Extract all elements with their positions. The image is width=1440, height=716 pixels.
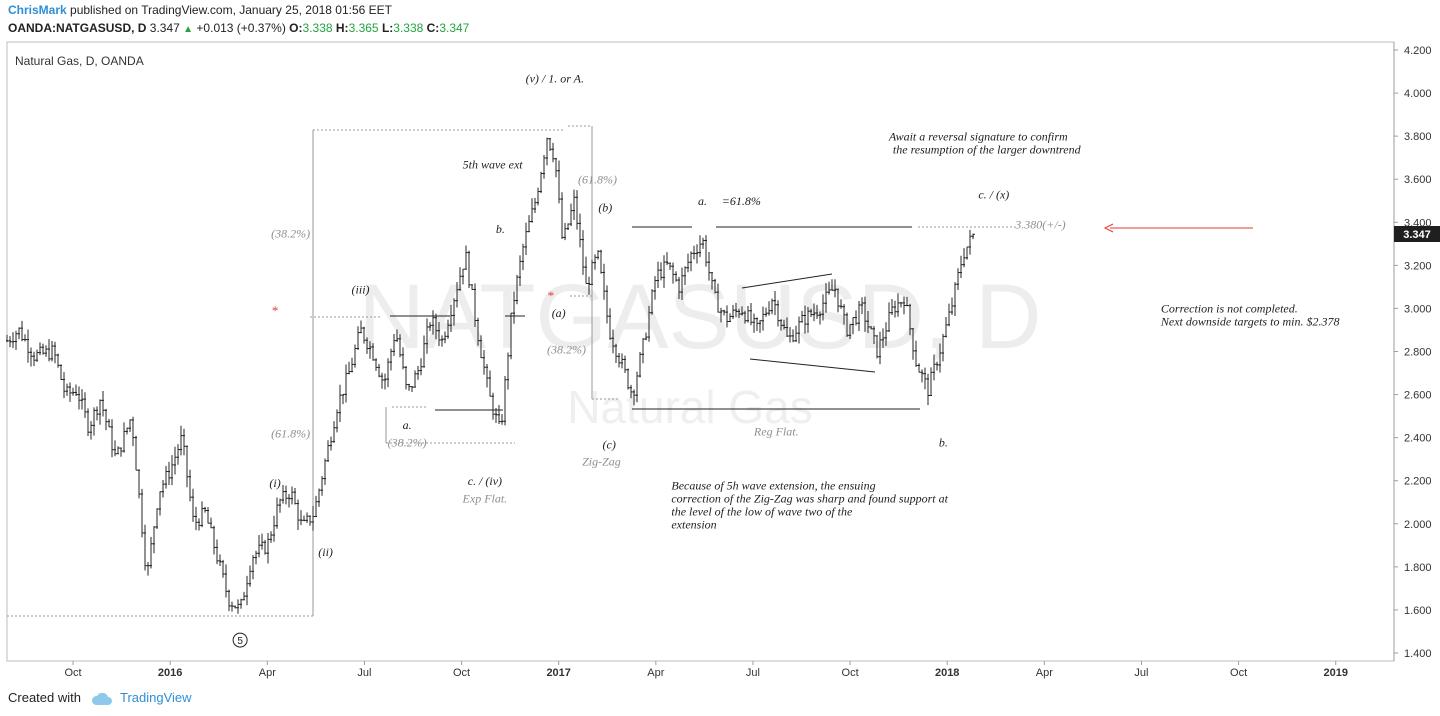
wave-5-label: 5 (237, 636, 243, 647)
y-tick-label: 3.000 (1404, 303, 1432, 315)
publish-text: published on TradingView.com, January 25… (66, 3, 393, 17)
high-value: 3.365 (348, 21, 379, 35)
x-tick-label: Apr (1036, 667, 1053, 679)
note-text: Await a reversal signature to confirm the… (888, 129, 1082, 156)
wave-annotation: 5th wave ext (463, 157, 524, 171)
wave-annotation: (v) / 1. or A. (526, 71, 584, 85)
wave-annotation: =61.8% (722, 194, 761, 208)
wave-annotation: (61.8%) (271, 427, 310, 441)
x-tick-label: Oct (1230, 667, 1247, 679)
x-tick-label: 2017 (546, 667, 570, 679)
wave-annotation: (ii) (318, 545, 333, 559)
wave-annotation: (iii) (352, 282, 370, 296)
y-tick-label: 2.200 (1404, 476, 1432, 488)
watermark-name: Natural Gas (567, 381, 812, 433)
y-tick-label: 2.800 (1404, 347, 1432, 359)
x-tick-label: Jul (357, 667, 371, 679)
x-tick-label: 2016 (158, 667, 182, 679)
created-with-text: Created with (8, 690, 81, 705)
y-tick-label: 3.200 (1404, 260, 1432, 272)
high-label: H: (335, 21, 349, 35)
triangle-upper (741, 273, 833, 289)
wave-annotation: a. (403, 418, 412, 432)
wave-annotation: (a) (552, 306, 566, 320)
wave-annotation: (38.2%) (388, 435, 427, 449)
current-price-tag: 3.347 (1394, 226, 1440, 242)
wave-5-circle (232, 632, 248, 648)
wave-annotation: c. / (x) (978, 188, 1009, 202)
note-text: Correction is not completed. Next downsid… (1160, 302, 1340, 329)
chart-title: Natural Gas, D, OANDA (15, 54, 144, 68)
wave-annotation: b. (939, 435, 948, 449)
y-tick-label: 2.000 (1404, 519, 1432, 531)
y-tick-label: 1.800 (1404, 562, 1432, 574)
y-tick-label: 2.600 (1404, 390, 1432, 402)
x-tick-label: 2018 (935, 667, 959, 679)
wave-annotation: 3.380(+/-) (1014, 218, 1065, 232)
author-link[interactable]: ChrisMark (8, 3, 67, 17)
y-tick-label: 3.800 (1404, 131, 1432, 143)
wave-annotation: c. / (iv) (468, 474, 502, 488)
x-tick-label: Oct (453, 667, 470, 679)
wave-annotation: * (272, 303, 279, 318)
x-tick-label: Apr (259, 667, 276, 679)
wave-annotation: b. (496, 222, 505, 236)
note-text: Because of 5h wave extension, the ensuin… (671, 478, 948, 531)
symbol-name: OANDA:NATGASUSD, D (8, 21, 147, 35)
x-tick-label: Oct (64, 667, 81, 679)
low-label: L: (381, 21, 394, 35)
wave-annotation: (b) (598, 201, 612, 215)
tradingview-cloud-icon (91, 692, 112, 705)
last-price: 3.347 (149, 21, 180, 35)
x-tick-label: 2019 (1323, 667, 1347, 679)
footer: Created with TradingView (8, 690, 192, 706)
wave-annotation: Reg Flat. (753, 424, 799, 438)
wave-annotation: (61.8%) (578, 173, 617, 187)
y-tick-label: 2.400 (1404, 433, 1432, 445)
open-value: 3.338 (302, 21, 333, 35)
current-price-text: 3.347 (1403, 229, 1431, 241)
watermark-symbol: NATGASUSD, D (358, 266, 1041, 368)
wave-annotation: Exp Flat. (462, 491, 508, 505)
x-tick-label: Oct (842, 667, 859, 679)
y-tick-label: 3.600 (1404, 174, 1432, 186)
wave-annotation: (i) (269, 476, 280, 490)
wave-annotation: * (548, 288, 555, 303)
price-change: +0.013 (+0.37%) (196, 21, 286, 35)
up-arrow-icon: ▲ (183, 24, 194, 35)
y-tick-label: 1.400 (1404, 648, 1432, 660)
close-label: C: (426, 21, 440, 35)
triangle-lower (749, 358, 876, 373)
target-arrow-head (1103, 223, 1114, 233)
tradingview-link[interactable]: TradingView (120, 690, 192, 705)
y-tick-label: 4.200 (1404, 45, 1432, 57)
wave-annotation: (c) (603, 437, 616, 451)
wave-annotation: (38.2%) (547, 343, 586, 357)
price-chart[interactable]: NATGASUSD, D Natural Gas Natural Gas, D,… (0, 38, 1440, 684)
x-tick-label: Jul (1134, 667, 1148, 679)
symbol-info: OANDA:NATGASUSD, D 3.347 ▲ +0.013 (+0.37… (8, 21, 469, 35)
x-tick-label: Jul (746, 667, 760, 679)
low-value: 3.338 (393, 21, 424, 35)
y-tick-label: 4.000 (1404, 88, 1432, 100)
x-tick-label: Apr (647, 667, 664, 679)
y-tick-label: 1.600 (1404, 605, 1432, 617)
close-value: 3.347 (439, 21, 470, 35)
open-label: O: (289, 21, 303, 35)
publish-info: ChrisMark published on TradingView.com, … (8, 3, 392, 17)
wave-annotation: a. (698, 194, 707, 208)
wave-annotation: (38.2%) (271, 226, 310, 240)
wave-annotation: Zig-Zag (582, 455, 621, 469)
